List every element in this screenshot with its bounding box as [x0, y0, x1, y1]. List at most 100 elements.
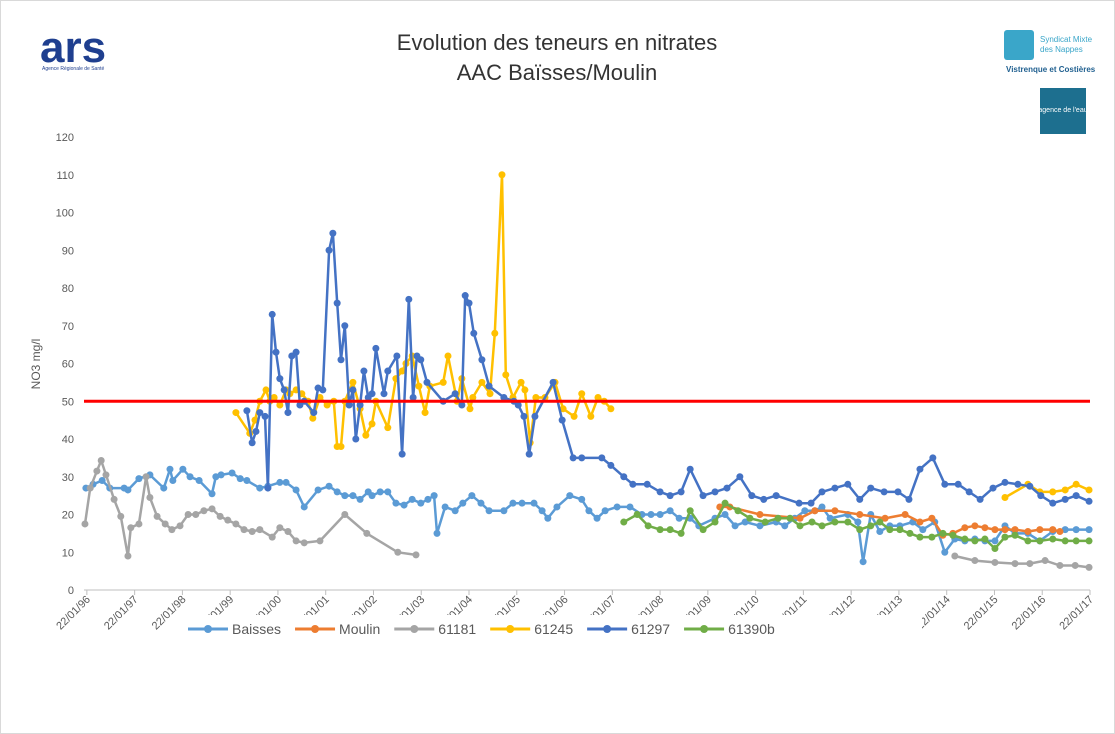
data-point	[570, 412, 578, 420]
data-point	[1085, 563, 1093, 571]
data-point	[316, 393, 324, 401]
data-point	[971, 522, 979, 530]
data-point	[276, 401, 284, 409]
data-point	[880, 488, 888, 496]
data-point	[1071, 561, 1079, 569]
data-point	[262, 386, 270, 394]
data-point	[620, 473, 628, 481]
data-point	[781, 522, 789, 530]
data-point	[854, 518, 862, 526]
data-point	[976, 495, 984, 503]
legend-marker	[506, 625, 515, 633]
data-point	[894, 488, 902, 496]
data-point	[991, 537, 999, 545]
data-point	[1026, 482, 1034, 490]
y-tick-label: 10	[62, 547, 74, 559]
data-point	[380, 390, 388, 398]
data-point	[549, 378, 557, 386]
data-point	[906, 529, 914, 537]
logo-ars-caption: Agence Régionale de Santé	[42, 66, 104, 72]
data-point	[415, 382, 423, 390]
data-point	[360, 367, 368, 375]
data-point	[478, 378, 486, 386]
data-point	[430, 492, 438, 500]
y-tick-label: 90	[62, 245, 74, 257]
data-point	[831, 507, 839, 515]
data-point	[699, 492, 707, 500]
data-point	[325, 482, 333, 490]
data-point	[601, 507, 609, 515]
data-point	[686, 507, 694, 515]
data-point	[276, 375, 284, 383]
data-point	[1001, 526, 1009, 534]
series	[82, 465, 1093, 566]
data-point	[876, 518, 884, 526]
data-point	[368, 420, 376, 428]
legend-label: 61297	[631, 621, 670, 637]
data-point	[626, 503, 634, 511]
data-point	[333, 299, 341, 307]
y-tick-label: 40	[62, 434, 74, 446]
data-point	[97, 457, 105, 465]
data-point	[896, 526, 904, 534]
y-tick-label: 60	[62, 359, 74, 371]
data-point	[521, 386, 529, 394]
data-point	[200, 507, 208, 515]
data-point	[349, 378, 357, 386]
data-point	[989, 484, 997, 492]
data-point	[292, 486, 300, 494]
data-point	[142, 473, 150, 481]
data-point	[186, 473, 194, 481]
data-point	[398, 450, 406, 458]
data-point	[1036, 526, 1044, 534]
data-point	[124, 552, 132, 560]
data-point	[86, 484, 94, 492]
data-point	[644, 522, 652, 530]
y-tick-label: 70	[62, 321, 74, 333]
data-point	[1001, 494, 1009, 502]
data-point	[532, 393, 540, 401]
data-point	[316, 537, 324, 545]
data-point	[741, 518, 749, 526]
y-tick-label: 20	[62, 510, 74, 522]
data-point	[544, 514, 552, 522]
data-point	[881, 514, 889, 522]
data-point	[939, 529, 947, 537]
data-point	[748, 492, 756, 500]
data-point	[256, 409, 264, 417]
data-point	[256, 526, 264, 534]
data-point	[916, 465, 924, 473]
data-point	[444, 352, 452, 360]
data-point	[502, 371, 510, 379]
data-point	[486, 390, 494, 398]
data-point	[248, 439, 256, 447]
data-point	[928, 514, 936, 522]
data-point	[901, 511, 909, 518]
data-point	[217, 471, 225, 479]
data-point	[409, 393, 417, 401]
data-point	[228, 469, 236, 477]
data-point	[1024, 527, 1032, 535]
data-point	[485, 507, 493, 515]
data-point	[971, 557, 979, 565]
data-point	[268, 310, 276, 318]
data-point	[1049, 499, 1057, 507]
data-point	[1049, 535, 1057, 543]
data-point	[135, 520, 143, 528]
data-point	[941, 548, 949, 556]
data-point	[408, 495, 416, 503]
data-point	[509, 499, 517, 507]
data-point	[613, 503, 621, 511]
data-point	[216, 512, 224, 520]
data-point	[243, 477, 251, 485]
data-point	[826, 514, 834, 522]
data-point	[341, 322, 349, 330]
data-point	[368, 390, 376, 398]
logo-line: Syndicat Mixte	[1040, 35, 1093, 44]
data-point	[711, 518, 719, 526]
data-point	[179, 465, 187, 473]
data-point	[818, 522, 826, 530]
data-point	[517, 378, 525, 386]
data-point	[424, 495, 432, 503]
data-point	[656, 511, 664, 518]
